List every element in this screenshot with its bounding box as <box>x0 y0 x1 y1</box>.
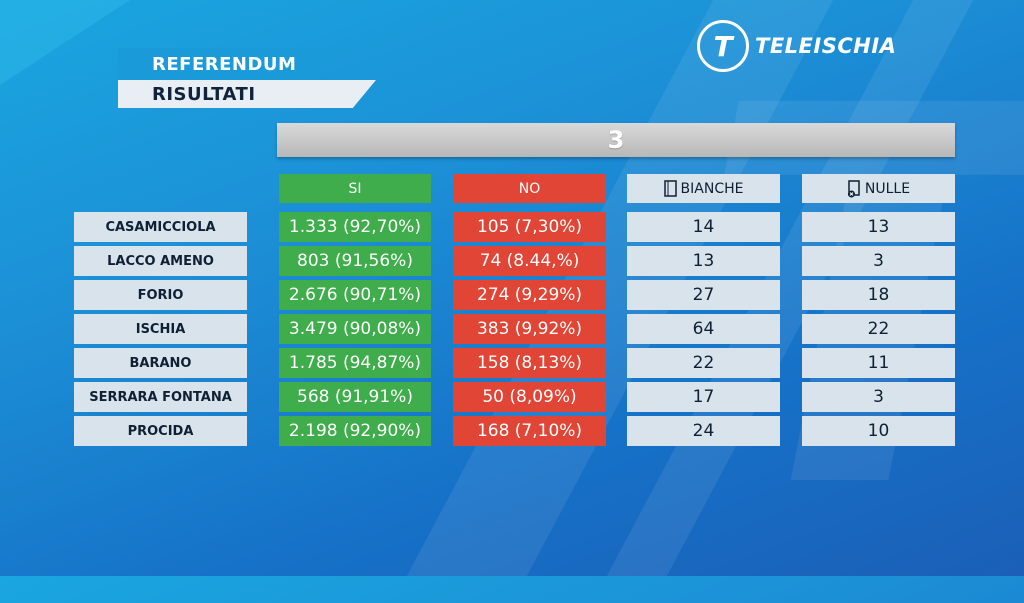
row-blank-ballots: 64 <box>627 314 780 344</box>
title-risultati: RISULTATI <box>118 80 376 108</box>
table-row: BARANO 1.785 (94,87%) 158 (8,13%) 22 11 <box>0 348 1024 378</box>
section-header-bar: 3 <box>277 123 955 157</box>
row-municipality: ISCHIA <box>74 314 247 344</box>
row-si-votes: 568 (91,91%) <box>279 382 431 412</box>
row-null-ballots: 11 <box>802 348 955 378</box>
row-no-votes: 158 (8,13%) <box>453 348 606 378</box>
row-null-ballots: 3 <box>802 246 955 276</box>
row-no-votes: 274 (9,29%) <box>453 280 606 310</box>
logo-text: TELEISCHIA <box>755 34 897 58</box>
row-municipality: CASAMICCIOLA <box>74 212 247 242</box>
table-row: PROCIDA 2.198 (92,90%) 168 (7,10%) 24 10 <box>0 416 1024 446</box>
column-label-no: NO <box>518 180 541 197</box>
row-si-votes: 2.198 (92,90%) <box>279 416 431 446</box>
table-row: ISCHIA 3.479 (90,08%) 383 (9,92%) 64 22 <box>0 314 1024 344</box>
row-municipality: PROCIDA <box>74 416 247 446</box>
row-blank-ballots: 27 <box>627 280 780 310</box>
column-header-nulle: NULLE <box>802 174 955 203</box>
column-label-nulle: NULLE <box>864 180 911 197</box>
column-label-bianche: BIANCHE <box>680 180 744 197</box>
title-line2: RISULTATI <box>152 83 256 105</box>
row-si-votes: 803 (91,56%) <box>279 246 431 276</box>
row-si-votes: 2.676 (90,71%) <box>279 280 431 310</box>
null-ballot-icon <box>847 179 861 198</box>
table-row: FORIO 2.676 (90,71%) 274 (9,29%) 27 18 <box>0 280 1024 310</box>
row-blank-ballots: 24 <box>627 416 780 446</box>
logo-mark-icon: T <box>697 20 749 72</box>
row-si-votes: 3.479 (90,08%) <box>279 314 431 344</box>
column-header-si: SI <box>279 174 431 203</box>
row-null-ballots: 22 <box>802 314 955 344</box>
row-blank-ballots: 14 <box>627 212 780 242</box>
corner-accent <box>0 0 130 85</box>
row-no-votes: 105 (7,30%) <box>453 212 606 242</box>
row-municipality: FORIO <box>74 280 247 310</box>
table-row: LACCO AMENO 803 (91,56%) 74 (8.44,%) 13 … <box>0 246 1024 276</box>
row-no-votes: 50 (8,09%) <box>453 382 606 412</box>
teleischia-logo: T TELEISCHIA <box>697 20 896 72</box>
row-municipality: BARANO <box>74 348 247 378</box>
column-header-no: NO <box>453 174 606 203</box>
section-number: 3 <box>607 126 625 154</box>
row-null-ballots: 13 <box>802 212 955 242</box>
row-no-votes: 74 (8.44,%) <box>453 246 606 276</box>
row-null-ballots: 10 <box>802 416 955 446</box>
column-label-si: SI <box>348 180 362 197</box>
row-municipality: SERRARA FONTANA <box>74 382 247 412</box>
row-si-votes: 1.333 (92,70%) <box>279 212 431 242</box>
column-header-bianche: BIANCHE <box>627 174 780 203</box>
table-row: SERRARA FONTANA 568 (91,91%) 50 (8,09%) … <box>0 382 1024 412</box>
blank-ballot-icon <box>663 180 677 197</box>
row-null-ballots: 3 <box>802 382 955 412</box>
title-referendum: REFERENDUM <box>118 48 328 80</box>
logo-mark: T <box>713 29 733 63</box>
row-no-votes: 383 (9,92%) <box>453 314 606 344</box>
row-municipality: LACCO AMENO <box>74 246 247 276</box>
row-blank-ballots: 22 <box>627 348 780 378</box>
title-line1: REFERENDUM <box>152 53 297 75</box>
row-blank-ballots: 13 <box>627 246 780 276</box>
row-null-ballots: 18 <box>802 280 955 310</box>
row-blank-ballots: 17 <box>627 382 780 412</box>
row-no-votes: 168 (7,10%) <box>453 416 606 446</box>
row-si-votes: 1.785 (94,87%) <box>279 348 431 378</box>
table-row: CASAMICCIOLA 1.333 (92,70%) 105 (7,30%) … <box>0 212 1024 242</box>
